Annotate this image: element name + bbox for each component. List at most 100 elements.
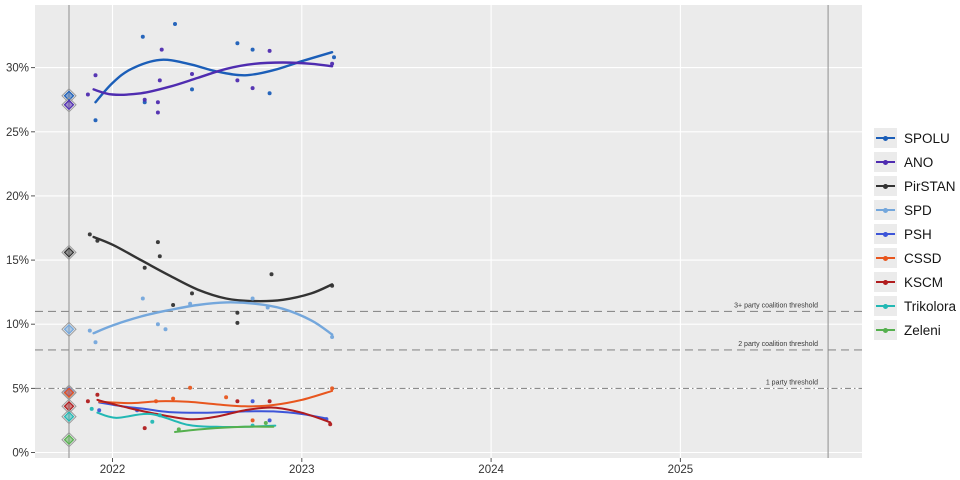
- diamond-halo: [61, 244, 77, 261]
- legend-key-Zeleni: [874, 320, 897, 340]
- poll-point: [267, 418, 272, 423]
- threshold-label: 1 party threshold: [766, 379, 818, 386]
- trend-line-ANO: [92, 61, 334, 96]
- y-axis: 0% 5% 10% 15% 20% 25% 30%: [6, 63, 35, 460]
- poll-point: [155, 100, 160, 105]
- x-tick-label: 2022: [100, 464, 126, 476]
- poll-point: [97, 408, 102, 413]
- y-tick-label: 20%: [6, 191, 29, 203]
- poll-point: [142, 265, 147, 270]
- poll-points-Zeleni: [176, 421, 268, 432]
- legend-dot-swatch: [883, 183, 888, 189]
- legend-dot-swatch: [883, 327, 888, 333]
- poll-point: [267, 48, 272, 53]
- poll-point: [330, 335, 335, 339]
- series-SPOLU: [61, 22, 336, 123]
- election-result-diamond-ANO: [61, 97, 77, 113]
- poll-point: [85, 399, 90, 404]
- legend-label: PSH: [904, 226, 932, 242]
- poll-point: [157, 78, 162, 83]
- poll-point: [330, 61, 335, 66]
- poll-point: [267, 91, 272, 96]
- poll-point: [93, 73, 98, 78]
- legend-dot-swatch: [883, 279, 888, 285]
- legend-label: Trikolora: [904, 298, 957, 314]
- poll-point: [328, 422, 333, 427]
- trend-line-KSCM: [96, 398, 332, 424]
- x-tick-label: 2023: [289, 464, 315, 476]
- poll-point: [235, 78, 240, 83]
- legend-key-PirSTAN: [874, 176, 897, 196]
- poll-point: [93, 340, 98, 345]
- legend-item-Trikolora: Trikolora: [874, 294, 956, 318]
- poll-point: [330, 283, 335, 288]
- poll-points-SPOLU: [93, 22, 336, 123]
- election-result-diamond-SPD: [61, 321, 77, 338]
- threshold-label: 3+ party coalition threshold: [734, 302, 818, 309]
- poll-point: [140, 296, 145, 301]
- series-SPD: [61, 296, 335, 345]
- legend-key-Trikolora: [874, 296, 897, 316]
- chart-legend: SPOLU ANO PirSTAN SPD PSH CSSD KSCM Trikolora Ze…: [874, 126, 956, 342]
- chart-plot-area: 3+ party coalition threshold 2 party coal…: [6, 5, 862, 476]
- poll-point: [235, 310, 240, 315]
- diamond-halo: [61, 97, 77, 113]
- legend-label: KSCM: [904, 274, 944, 290]
- poll-point: [142, 97, 147, 102]
- poll-point: [171, 396, 176, 401]
- trend-line-PirSTAN: [92, 235, 334, 303]
- legend-label: SPOLU: [904, 130, 950, 146]
- poll-point: [176, 427, 181, 432]
- poll-point: [235, 41, 240, 46]
- legend-label: Zeleni: [904, 322, 941, 338]
- legend-item-ANO: ANO: [874, 150, 956, 174]
- poll-point: [93, 118, 98, 123]
- threshold-label: 2 party coalition threshold: [738, 341, 818, 348]
- poll-point: [263, 421, 268, 425]
- poll-point: [250, 418, 255, 423]
- legend-dot-swatch: [883, 135, 888, 141]
- poll-point: [85, 92, 90, 97]
- poll-points-CSSD: [154, 385, 335, 423]
- legend-item-Zeleni: Zeleni: [874, 318, 956, 342]
- poll-point: [190, 72, 194, 76]
- series-Zeleni: [61, 421, 275, 448]
- poll-point: [159, 47, 164, 52]
- diamond-marker: [63, 400, 75, 412]
- poll-point: [155, 240, 160, 245]
- diamond-marker: [63, 434, 75, 446]
- diamond-marker: [63, 247, 75, 258]
- x-tick-label: 2024: [478, 464, 504, 476]
- poll-point: [89, 406, 94, 411]
- poll-point: [188, 385, 193, 390]
- poll-point: [140, 34, 145, 39]
- legend-item-KSCM: KSCM: [874, 270, 956, 294]
- panel-background: [35, 5, 862, 458]
- legend-key-PSH: [874, 224, 897, 244]
- legend-label: ANO: [904, 154, 934, 170]
- series-CSSD: [61, 385, 335, 423]
- poll-point: [157, 413, 162, 418]
- trend-line-SPOLU: [94, 51, 334, 104]
- trend-line-SPD: [92, 301, 334, 336]
- poll-point: [235, 320, 240, 325]
- poll-point: [171, 303, 176, 307]
- legend-item-PirSTAN: PirSTAN: [874, 174, 956, 198]
- poll-point: [155, 322, 160, 327]
- trend-line-Zeleni: [174, 425, 275, 433]
- legend-key-CSSD: [874, 248, 897, 268]
- poll-point: [157, 254, 162, 259]
- poll-point: [224, 395, 229, 400]
- legend-item-CSSD: CSSD: [874, 246, 956, 270]
- diamond-marker: [63, 411, 75, 422]
- legend-dot-swatch: [883, 231, 888, 237]
- poll-point: [269, 272, 274, 277]
- poll-point: [163, 327, 168, 332]
- poll-points-KSCM: [85, 392, 333, 431]
- election-result-diamond-PirSTAN: [61, 244, 77, 261]
- legend-label: CSSD: [904, 250, 942, 266]
- poll-point: [190, 87, 194, 92]
- y-tick-label: 25%: [6, 127, 29, 139]
- poll-points-ANO: [85, 47, 335, 115]
- legend-item-PSH: PSH: [874, 222, 956, 246]
